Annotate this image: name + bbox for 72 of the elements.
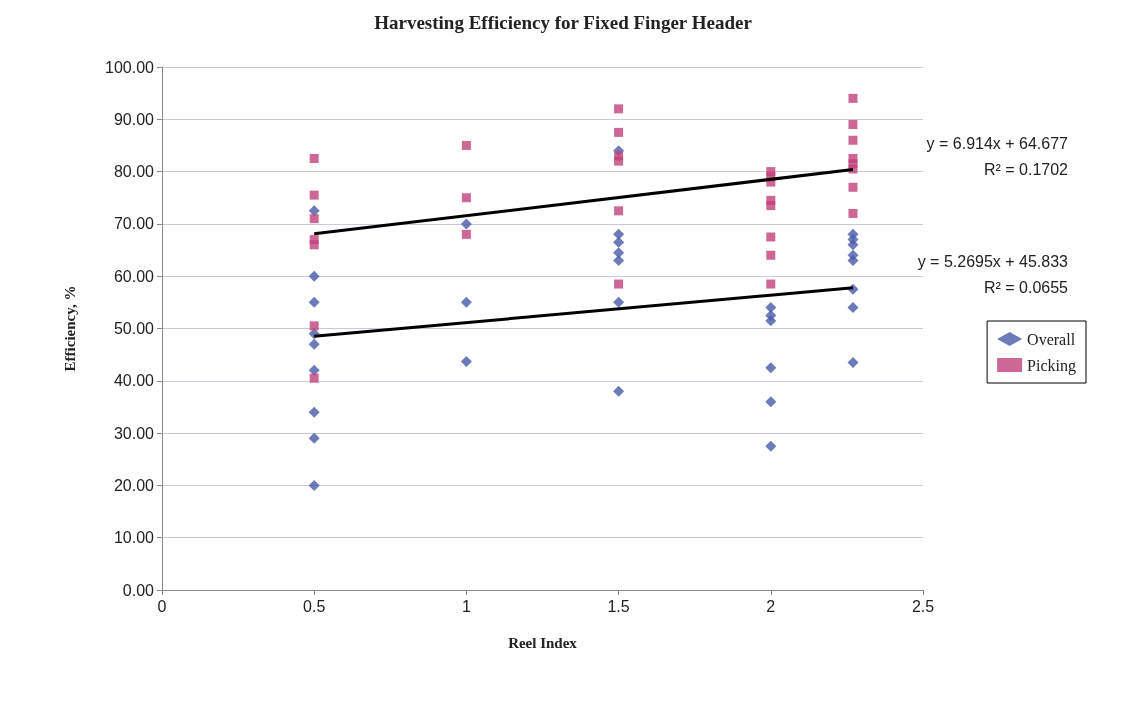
- point: [614, 104, 624, 114]
- point: [765, 362, 777, 374]
- point: [765, 440, 777, 452]
- point: [613, 228, 625, 240]
- point: [614, 156, 624, 166]
- y-tick-label: 20.00: [113, 476, 155, 494]
- point: [309, 240, 319, 250]
- point: [461, 140, 471, 150]
- point: [847, 255, 859, 267]
- point: [765, 396, 777, 408]
- point: [614, 279, 624, 289]
- point: [766, 232, 776, 242]
- point: [613, 385, 625, 397]
- y-tick-label: 100.00: [105, 58, 155, 76]
- point: [766, 201, 776, 211]
- point: [613, 247, 625, 259]
- y-tick-label: 0.00: [122, 581, 155, 599]
- y-axis-title: Efficiency, %: [61, 285, 78, 372]
- x-tick-label: 0.5: [303, 597, 326, 615]
- point: [848, 182, 858, 192]
- x-axis-title: Reel Index: [508, 634, 578, 651]
- x-tick-label: 1.5: [607, 597, 630, 615]
- point: [614, 206, 624, 216]
- point: [613, 296, 625, 308]
- point: [308, 270, 320, 282]
- chart-title: Harvesting Efficiency for Fixed Finger Header: [374, 12, 753, 33]
- annotation: y = 5.2695x + 45.833 R² = 0.0655: [917, 252, 1069, 296]
- point: [308, 432, 320, 444]
- legend-label: Picking: [1027, 356, 1076, 375]
- x-tick-label: 2: [766, 597, 776, 615]
- point: [766, 279, 776, 289]
- point: [460, 296, 472, 308]
- point: [309, 321, 319, 331]
- point: [461, 193, 471, 203]
- point: [847, 302, 859, 314]
- y-tick-label: 90.00: [113, 110, 155, 128]
- y-tick-label: 60.00: [113, 267, 155, 285]
- point: [765, 315, 777, 327]
- point: [613, 236, 625, 248]
- point: [613, 255, 625, 267]
- point: [460, 218, 472, 230]
- point: [461, 229, 471, 239]
- text: y = 6.914x + 64.677 R² = 0.1702: [926, 134, 1069, 178]
- y-tick-label: 40.00: [113, 372, 155, 390]
- x-tick-label: 2.5: [911, 597, 935, 615]
- y-tick-label: 10.00: [113, 529, 155, 547]
- point: [847, 356, 859, 368]
- point: [848, 93, 858, 103]
- point: [460, 355, 472, 367]
- point: [309, 373, 319, 383]
- point: [308, 479, 320, 491]
- point: [308, 364, 320, 376]
- y-tick-label: 50.00: [113, 320, 155, 337]
- y-tick-label: 30.00: [113, 424, 155, 442]
- point: [309, 190, 319, 200]
- point: [308, 406, 320, 418]
- point: [614, 127, 624, 137]
- point: [848, 120, 858, 130]
- point: [848, 208, 858, 218]
- y-tick-label: 70.00: [113, 215, 155, 233]
- point: [847, 239, 859, 251]
- point: [766, 250, 776, 260]
- x-tick-label: 0: [157, 597, 167, 615]
- point: [308, 296, 320, 308]
- point: [309, 214, 319, 224]
- y-tick-label: 80.00: [113, 163, 155, 181]
- point: [309, 154, 319, 164]
- point: [765, 302, 777, 314]
- point: [848, 135, 858, 145]
- legend-label: Overall: [1027, 330, 1076, 348]
- point: [308, 338, 320, 350]
- x-tick-label: 1: [461, 597, 471, 615]
